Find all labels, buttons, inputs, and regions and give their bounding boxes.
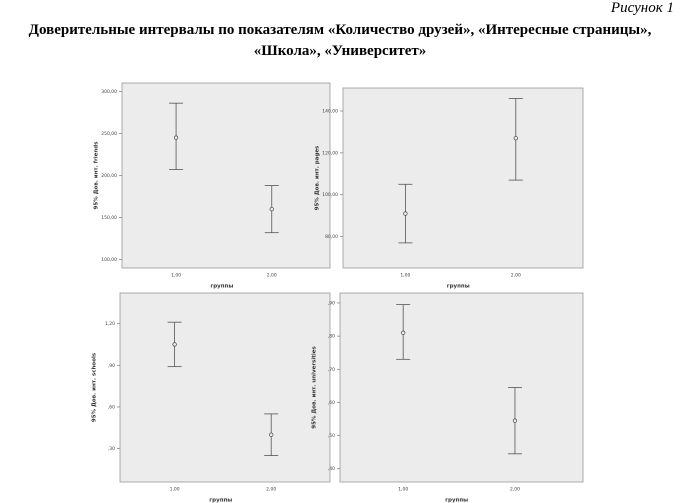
mean-point: [512, 418, 518, 423]
x-tick-label: 1,00: [171, 273, 181, 279]
y-axis-label: 95% Дов. инт. universities: [312, 346, 318, 429]
y-axis-label: 95% Дов. инт. schools: [92, 352, 98, 422]
mean-point: [172, 342, 177, 347]
figure-label: Рисунок 1: [610, 0, 674, 16]
x-tick-label: 2,00: [267, 273, 277, 279]
mean-point: [401, 330, 406, 335]
x-tick-label: 1,00: [170, 487, 180, 493]
y-tick-label: ,50: [328, 433, 335, 439]
y-tick-label: ,40: [328, 466, 335, 472]
y-tick-label: ,60: [108, 404, 115, 410]
x-tick-label: 2,00: [266, 487, 276, 493]
x-tick-label: 1,00: [398, 487, 408, 493]
y-axis-label: 95% Дов. инт. pages: [315, 145, 321, 210]
x-axis-label: группы: [447, 284, 470, 290]
plot-area: [342, 87, 584, 269]
x-tick-label: 2,00: [510, 487, 520, 493]
y-tick-label: 100,00: [322, 192, 338, 198]
y-tick-label: 80,00: [325, 234, 338, 240]
y-tick-label: 100,00: [101, 257, 117, 263]
y-tick-label: ,30: [108, 446, 115, 452]
x-axis-label: группы: [210, 284, 233, 290]
mean-point: [269, 432, 274, 437]
x-tick-label: 2,00: [511, 273, 521, 279]
y-tick-label: 140,00: [322, 109, 338, 115]
y-tick-label: 200,00: [101, 173, 117, 179]
y-tick-label: ,60: [328, 400, 335, 406]
y-tick-label: ,90: [328, 300, 335, 306]
y-tick-label: 1,20: [105, 321, 115, 327]
y-tick-label: 150,00: [101, 215, 117, 221]
figure-title: Доверительные интервалы по показателям «…: [28, 22, 652, 59]
plot-area: [119, 292, 331, 483]
y-tick-label: 250,00: [101, 131, 117, 137]
plot-area: [121, 82, 331, 269]
y-tick-label: ,80: [328, 334, 335, 340]
mean-point: [269, 206, 274, 212]
x-axis-label: группы: [445, 498, 468, 503]
x-axis-label: группы: [209, 498, 232, 503]
plot-area: [339, 292, 584, 483]
y-tick-label: ,90: [108, 363, 115, 369]
y-tick-label: 120,00: [322, 150, 338, 156]
x-tick-label: 1,00: [400, 273, 410, 279]
mean-point: [173, 135, 179, 140]
y-tick-label: ,70: [328, 367, 335, 373]
y-tick-label: 300,00: [101, 89, 117, 95]
mean-point: [513, 136, 518, 141]
y-axis-label: 95% Дов. инт. friends: [94, 141, 100, 210]
mean-point: [403, 211, 408, 216]
